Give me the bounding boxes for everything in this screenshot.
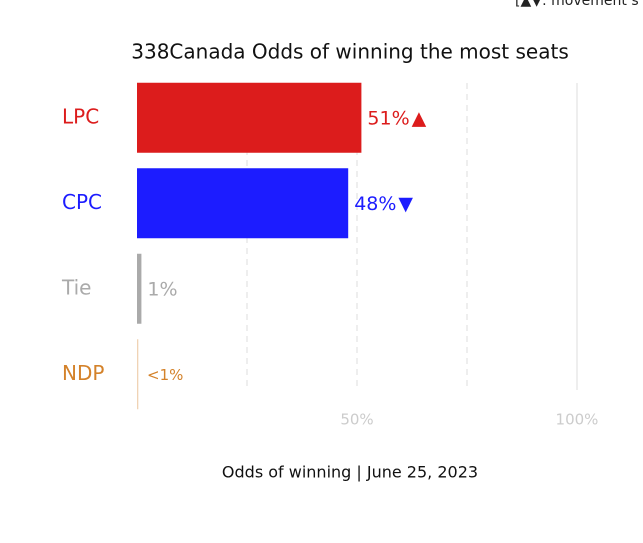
value-label: 48% (354, 193, 396, 215)
chart-title: 338Canada Odds of winning the most seats (131, 40, 569, 64)
bar (137, 168, 349, 239)
value-label: 51% (367, 107, 409, 129)
category-label: NDP (62, 361, 104, 385)
category-label: Tie (61, 275, 91, 299)
category-label: CPC (62, 190, 102, 214)
legend-note: [▲▼: movement s (515, 0, 639, 9)
x-tick-label: 100% (556, 411, 599, 429)
movement-arrow: ▼ (398, 193, 413, 215)
category-label: LPC (62, 104, 99, 128)
value-label: 1% (147, 278, 177, 300)
value-label: <1% (147, 366, 183, 384)
bar (137, 82, 362, 153)
movement-arrow: ▲ (412, 107, 427, 129)
x-tick-label: 50% (340, 411, 373, 429)
bar (137, 339, 139, 410)
x-axis-label: Odds of winning | June 25, 2023 (222, 463, 478, 482)
bar (137, 253, 142, 324)
